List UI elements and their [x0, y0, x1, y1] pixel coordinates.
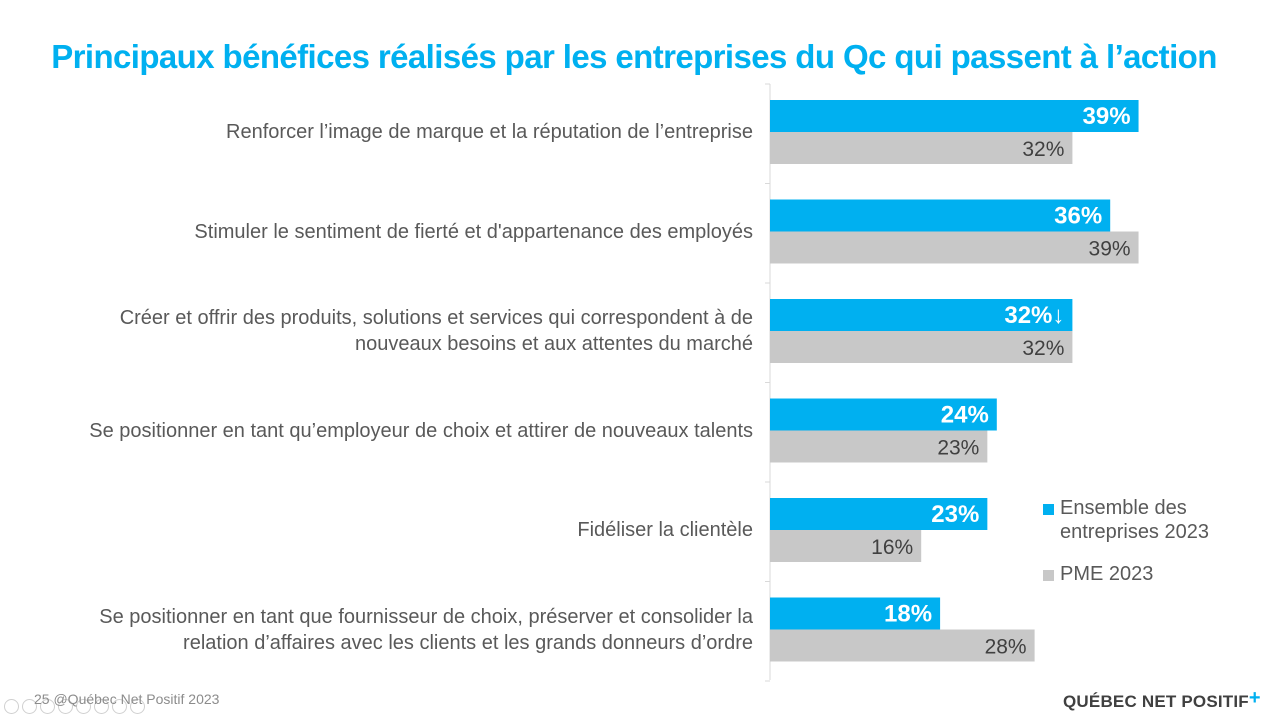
data-label-ensemble: 36%: [1054, 203, 1102, 230]
category-label: Stimuler le sentiment de fierté et d'app…: [194, 220, 753, 243]
bar-ensemble: [770, 398, 997, 431]
legend-label-ensemble: Ensemble des entreprises 2023: [1060, 497, 1209, 543]
nav-camera-icon[interactable]: [112, 699, 127, 714]
category-label: Se positionner en tant qu’employeur de c…: [89, 419, 753, 442]
data-label-pme: 16%: [871, 536, 913, 559]
bar-pme: [770, 331, 1073, 363]
data-label-ensemble: 39%: [1083, 103, 1131, 130]
brand-name: QUÉBEC NET POSITIF: [1063, 692, 1249, 711]
data-label-ensemble: 23%: [931, 501, 979, 528]
legend-item-ensemble: Ensemble des entreprises 2023: [1043, 496, 1243, 544]
bar-pme: [770, 530, 922, 562]
category-label: Créer et offrir des produits, solutions …: [119, 307, 753, 355]
category-label: Fidéliser la clientèle: [577, 519, 753, 541]
legend-item-pme: PME 2023: [1043, 562, 1243, 586]
nav-next-icon[interactable]: [22, 699, 37, 714]
brand-plus-icon: +: [1248, 687, 1261, 709]
nav-grid-icon[interactable]: [58, 699, 73, 714]
legend: Ensemble des entreprises 2023 PME 2023: [1043, 496, 1243, 604]
data-label-pme: 32%: [1022, 138, 1064, 161]
nav-pen-icon[interactable]: [40, 699, 55, 714]
legend-swatch-ensemble: [1043, 504, 1054, 515]
data-label-ensemble: 24%: [941, 402, 989, 429]
brand-logo: QUÉBEC NET POSITIF+: [1063, 687, 1261, 712]
data-label-ensemble: 18%: [884, 601, 932, 628]
data-label-pme: 28%: [985, 636, 1027, 659]
bar-ensemble: [770, 100, 1139, 132]
bar-pme: [770, 629, 1035, 662]
page-number: 25: [34, 691, 50, 707]
legend-label-pme: PME 2023: [1060, 563, 1154, 585]
category-label: Se positionner en tant que fournisseur d…: [99, 605, 753, 654]
bar-pme: [770, 430, 988, 463]
bar-pme: [770, 231, 1139, 264]
category-label: Renforcer l’image de marque et la réputa…: [226, 121, 753, 143]
bar-ensemble: [770, 597, 941, 630]
nav-more-icon[interactable]: [130, 699, 145, 714]
data-label-pme: 39%: [1089, 238, 1131, 261]
copyright-text: @Québec Net Positif 2023: [53, 691, 220, 707]
bar-ensemble: [770, 498, 988, 530]
chart-title: Principaux bénéfices réalisés par les en…: [51, 38, 1217, 75]
legend-swatch-pme: [1043, 570, 1054, 581]
data-label-pme: 32%: [1022, 337, 1064, 360]
bar-ensemble: [770, 199, 1111, 232]
nav-prev-icon[interactable]: [4, 699, 19, 714]
nav-menu-icon[interactable]: [94, 699, 109, 714]
bar-ensemble: [770, 299, 1073, 331]
bar-pme: [770, 132, 1073, 164]
data-label-pme: 23%: [937, 437, 979, 460]
footer-credit: 25 @Québec Net Positif 2023: [34, 691, 219, 707]
data-label-ensemble: 32%↓: [1004, 302, 1064, 329]
slide-nav-controls: [4, 699, 145, 714]
nav-zoom-icon[interactable]: [76, 699, 91, 714]
